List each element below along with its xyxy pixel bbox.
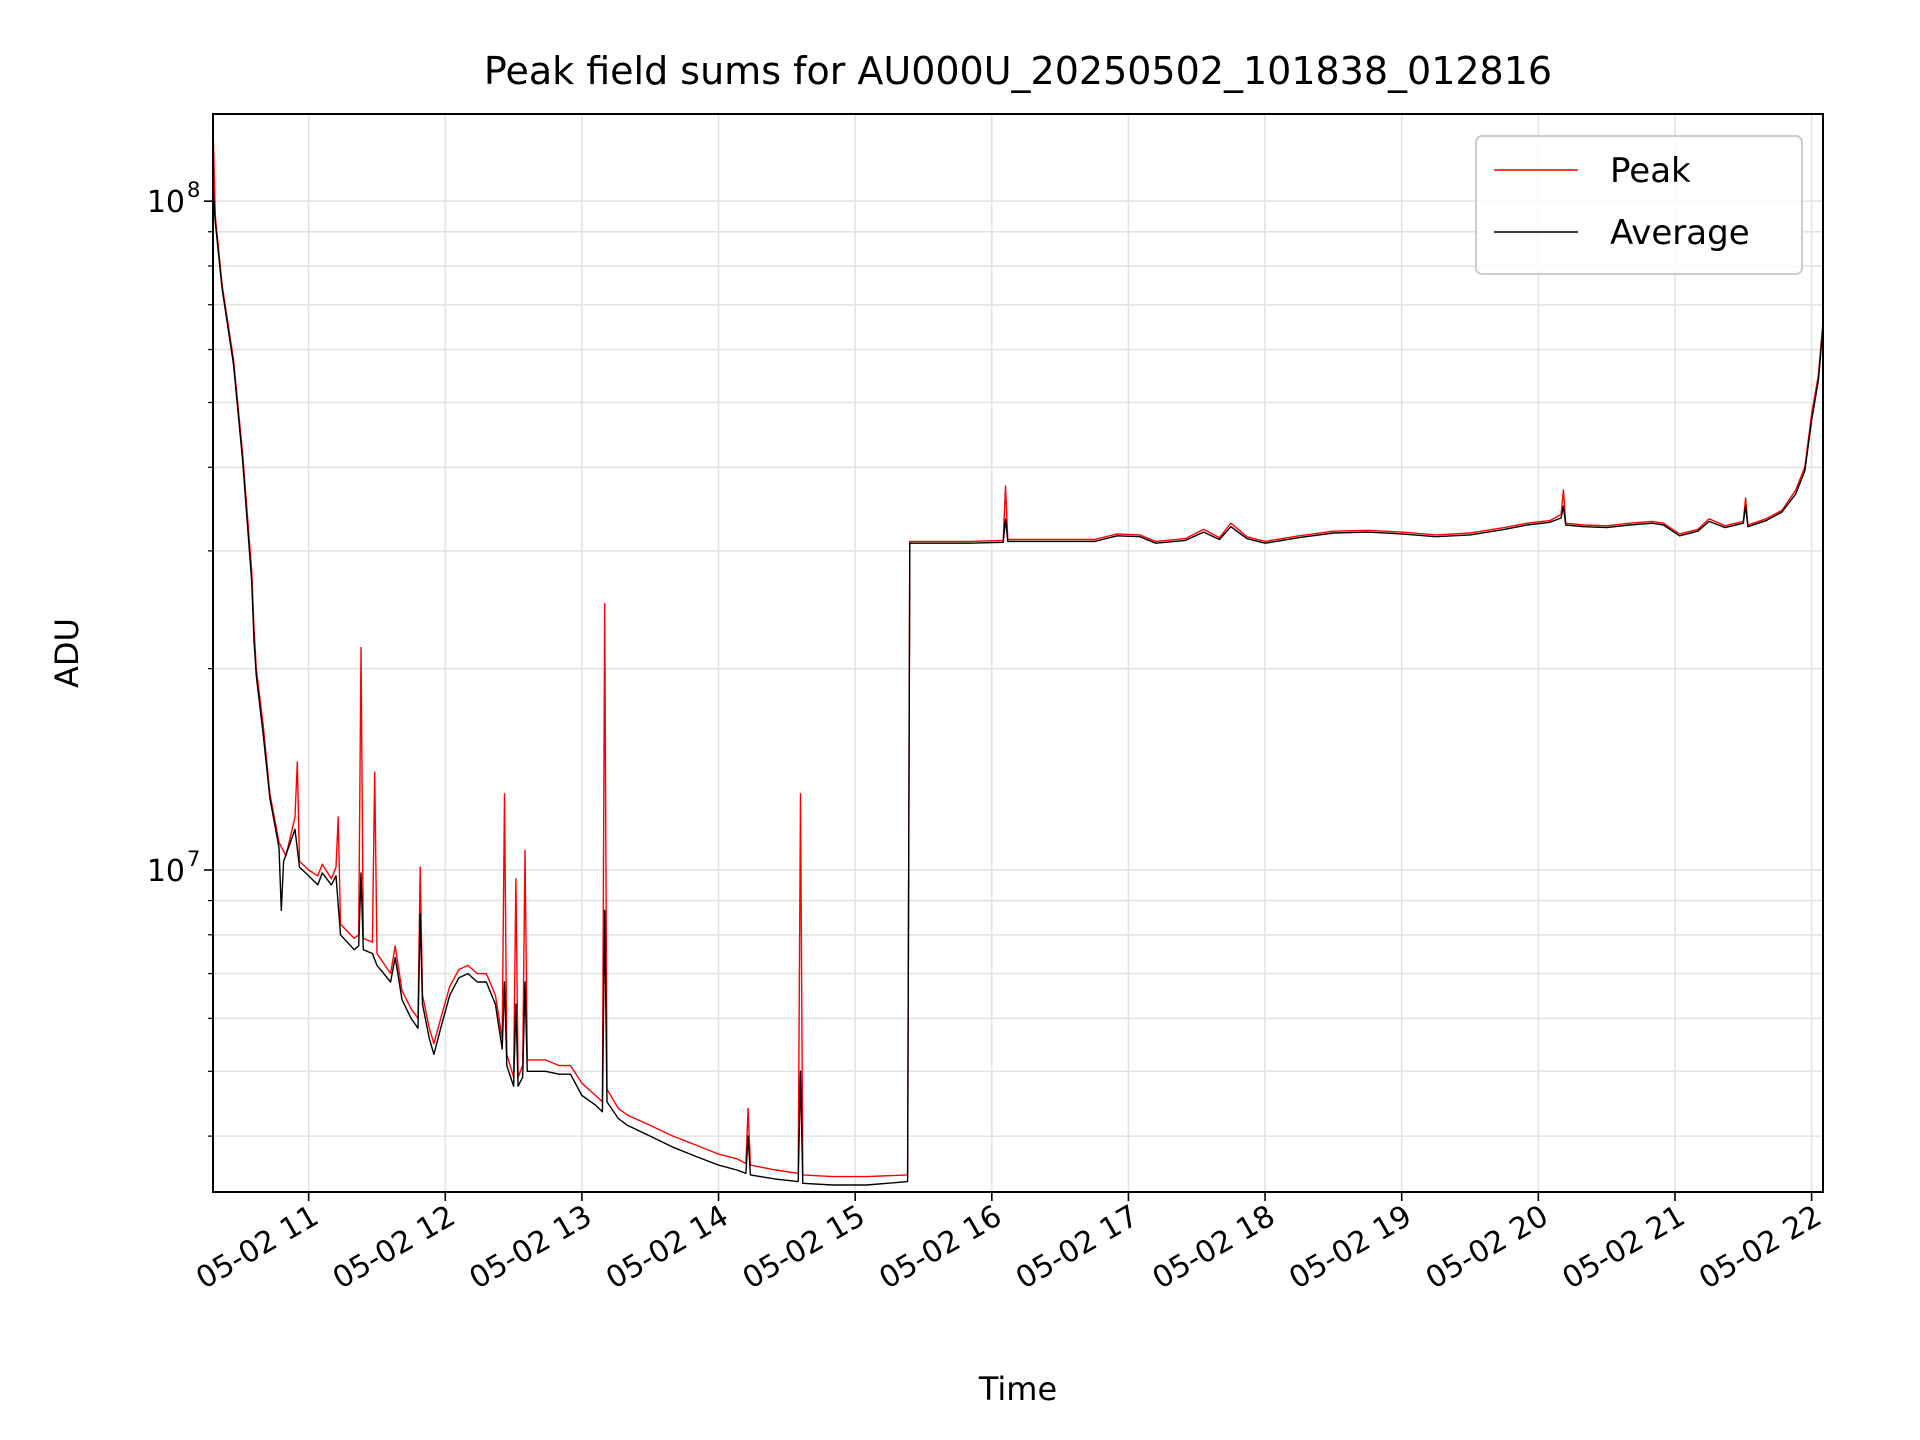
legend-label-average: Average (1610, 213, 1750, 253)
series-line-peak (212, 124, 1824, 1178)
y-tick-exponent: 8 (187, 178, 200, 202)
y-tick-label: 10 (147, 854, 185, 889)
chart-title: Peak field sums for AU000U_20250502_1018… (484, 49, 1552, 93)
series-layer (212, 124, 1824, 1186)
series-line-average (212, 186, 1824, 1186)
legend-label-peak: Peak (1610, 151, 1691, 191)
plot-frame (212, 113, 1824, 1193)
y-axis-label: ADU (48, 618, 86, 688)
y-tick-label: 10 (147, 185, 185, 220)
y-tick-exponent: 7 (187, 847, 200, 871)
x-axis-label: Time (978, 1370, 1057, 1408)
legend: Peak Average (1475, 135, 1803, 275)
